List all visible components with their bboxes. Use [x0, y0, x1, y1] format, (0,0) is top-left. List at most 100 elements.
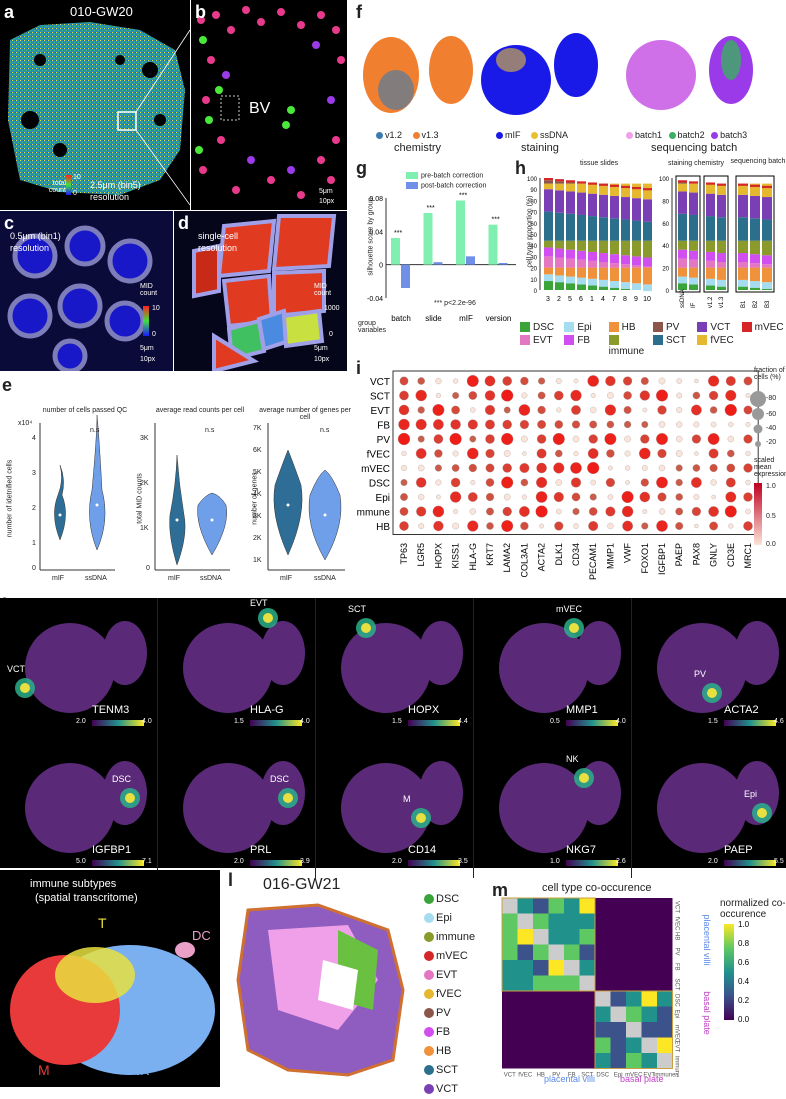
h-chem-bar	[678, 258, 687, 268]
h-slide-bar	[555, 212, 564, 241]
i-dot	[399, 390, 409, 401]
i-dot	[501, 432, 514, 446]
h-slide-bar	[599, 217, 608, 241]
panel-a-res2: resolution	[90, 192, 130, 202]
i-size-2: -40	[766, 425, 777, 432]
i-dot	[518, 404, 531, 416]
h-slide-bar	[610, 263, 619, 268]
l-legend: DSC Epi immune mVEC EVT fVEC PV FB HB SCT VCT	[424, 890, 475, 1099]
i-dot	[486, 507, 494, 516]
i-dot	[658, 508, 666, 515]
i-dot	[570, 477, 582, 488]
i-gene-label: PECAM1	[588, 543, 598, 580]
i-dot	[537, 420, 546, 429]
i-dot	[519, 419, 529, 430]
violin-2-xcat-0: mIF	[168, 575, 181, 582]
f-legend3-2: batch3	[720, 130, 748, 140]
h-slide-bar	[566, 267, 575, 277]
i-dot	[621, 491, 634, 503]
f-title1: chemistry	[394, 142, 442, 154]
g-category: version	[486, 314, 512, 323]
i-color-tick-2: 0.0	[766, 541, 776, 548]
violin-1-ns: n.s	[90, 427, 100, 434]
h-slide-bar	[643, 284, 652, 292]
i-dot	[656, 520, 668, 532]
i-color-tick-1: 0.5	[766, 513, 776, 520]
violin-3-xcat-0: mIF	[280, 575, 293, 582]
panel-e: number of cells passed QC average read c…	[0, 375, 351, 595]
h-batch-bar	[762, 240, 772, 256]
g-category: batch	[391, 314, 411, 323]
l-legend-item: PV	[424, 1004, 475, 1023]
h-batch-bar	[750, 287, 760, 290]
legend-swatch	[741, 322, 752, 333]
m-cell	[502, 1037, 518, 1053]
i-dot	[692, 464, 701, 472]
g-bar	[498, 263, 508, 265]
legend-label: immune	[608, 346, 645, 357]
m-cbar-tick: 0.0	[738, 1015, 750, 1024]
h-slide-bar	[621, 255, 630, 265]
i-dot	[467, 492, 478, 502]
i-dot	[435, 479, 442, 486]
m-cell	[595, 1006, 611, 1022]
i-dot	[657, 405, 667, 415]
panel-c-scale2: 10px	[140, 356, 156, 363]
i-dot	[452, 522, 459, 530]
i-dot	[485, 492, 495, 502]
i-dot	[502, 506, 512, 517]
h-slide-bar	[566, 213, 575, 241]
i-dot	[538, 377, 546, 385]
h-slide-bar	[599, 183, 608, 186]
m-cell	[548, 944, 564, 960]
m-cell	[579, 944, 595, 960]
violin-1-ytick-1: 4	[32, 435, 36, 442]
violin-1-title: number of cells passed QC	[42, 407, 128, 414]
i-dot	[693, 421, 700, 428]
h-chem-label: v1.2	[708, 296, 714, 308]
j-umap	[341, 618, 463, 713]
j-colorbar	[566, 860, 618, 866]
m-cell	[657, 1037, 673, 1053]
celltype-legend-item: EVT	[520, 335, 564, 357]
h-slide-bar	[610, 183, 619, 196]
legend-swatch	[652, 322, 663, 333]
j-umap-cell: DSC IGFBP1 5.0 7.1	[0, 738, 158, 878]
i-dot	[433, 434, 444, 444]
panel-i: VCT SCT EVT FB PV fVEC mVEC DSC Epi immune HB TP63 L…	[354, 365, 786, 590]
j-umap-blob2	[261, 621, 305, 685]
h-chem-bar	[706, 182, 715, 185]
i-dot	[624, 420, 632, 429]
m-col-label: mVEC	[625, 1073, 643, 1079]
i-dot	[401, 450, 407, 457]
j-hotspot-core	[569, 623, 579, 633]
m-row-label: HB	[674, 932, 680, 940]
m-col-label: immune	[654, 1073, 676, 1079]
m-cell	[533, 1022, 549, 1038]
h-slide-bar	[544, 189, 553, 212]
i-dot	[642, 509, 648, 514]
m-cell	[626, 929, 642, 945]
umap-chemistry	[363, 36, 473, 113]
i-dot	[692, 391, 701, 400]
i-dot	[501, 520, 514, 532]
i-dot	[676, 392, 683, 399]
panel-b-cells	[195, 6, 345, 199]
j-umap-cell: mVEC MMP1 0.5 4.0	[474, 598, 632, 738]
i-dot	[397, 432, 411, 446]
j-umap	[25, 761, 147, 853]
l-legend-item: SCT	[424, 1061, 475, 1080]
j-umap	[499, 618, 621, 713]
i-dot	[502, 376, 512, 386]
h-slide-bar	[599, 267, 608, 280]
i-dot	[725, 477, 736, 488]
h-chem-bar	[717, 217, 726, 241]
l-legend-label: mVEC	[436, 950, 468, 962]
j-colorbar-min: 2.0	[708, 858, 718, 865]
m-cell	[517, 975, 533, 991]
i-dot	[642, 407, 648, 413]
i-gene-label: LAMA2	[502, 543, 512, 573]
i-dot	[469, 435, 477, 443]
l-legend-dot	[424, 1027, 434, 1038]
h-slide-bar	[588, 183, 597, 194]
